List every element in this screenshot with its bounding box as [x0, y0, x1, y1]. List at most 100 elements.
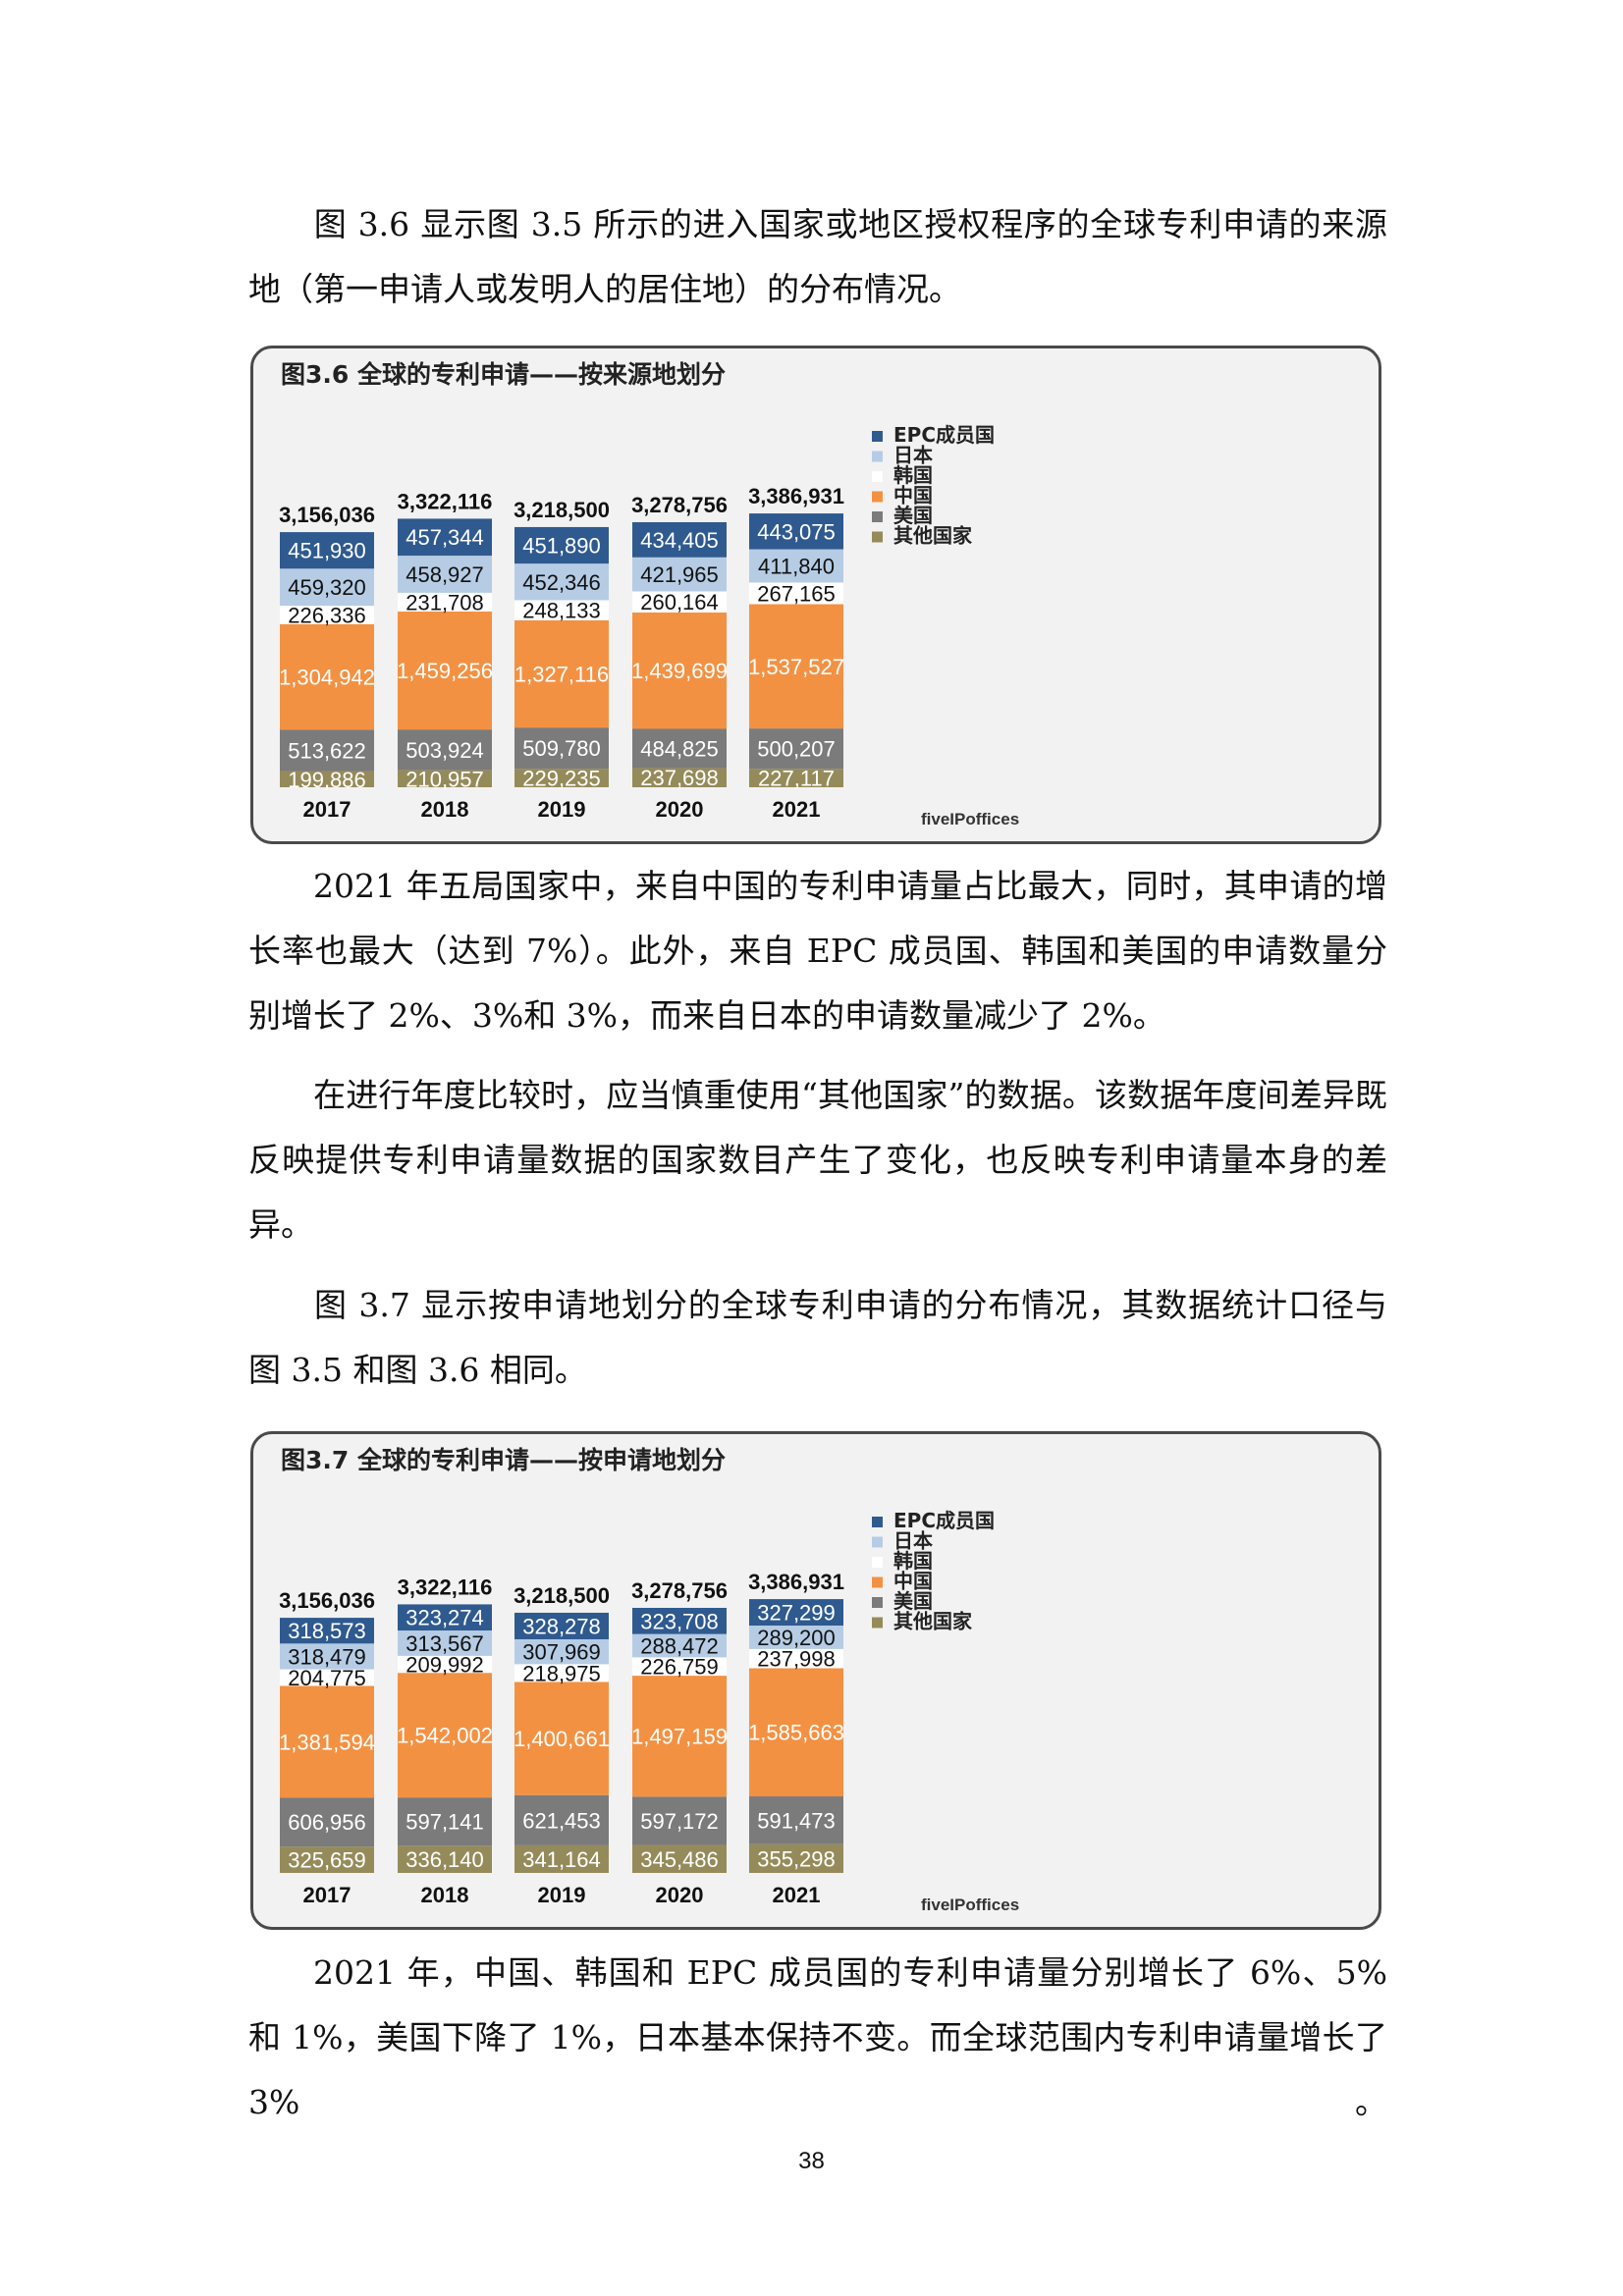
chart-fig-3-6: 图3.6 全球的专利申请——按来源地划分 199,886 513,622 1,304,…	[250, 346, 1381, 844]
bar-segment-us-2018	[398, 1797, 492, 1846]
data-label-japan-2020: 288,472	[640, 1634, 719, 1659]
data-label-us-2020: 597,172	[640, 1809, 719, 1834]
total-label-2017: 3,156,036	[279, 503, 375, 527]
bar-segment-china-2017	[280, 623, 374, 730]
x-tick-label-2019: 2019	[538, 797, 586, 822]
data-label-epc-2018: 323,274	[406, 1606, 484, 1630]
data-label-epc-2019: 328,278	[522, 1614, 601, 1638]
legend-label-china: 中国	[893, 1570, 933, 1593]
data-label-japan-2020: 421,965	[640, 562, 719, 587]
paragraph-intro-fig37: 图 3.7 显示按申请地划分的全球专利申请的分布情况，其数据统计口径与图 3.5…	[248, 1273, 1387, 1403]
data-label-japan-2021: 411,840	[758, 555, 835, 579]
data-label-other-2021: 227,117	[758, 767, 835, 791]
total-label-2018: 3,322,116	[398, 1575, 493, 1599]
page-number: 38	[798, 2148, 825, 2174]
bar-segment-us-2020	[632, 1796, 727, 1845]
chart-fig-3-7-svg: 图3.7 全球的专利申请——按申请地划分 325,659 606,956 1,381,…	[279, 1446, 1019, 1914]
legend-label-china: 中国	[893, 484, 933, 507]
bar-segment-korea-2017	[280, 1669, 374, 1686]
legend-label-japan: 日本	[893, 1529, 933, 1553]
data-label-epc-2017: 318,573	[288, 1619, 366, 1643]
bar-segment-us-2017	[280, 1797, 374, 1847]
legend-label-other: 其他国家	[893, 524, 973, 548]
bar-segment-other-2021	[749, 769, 843, 787]
x-tick-label-2018: 2018	[421, 1883, 469, 1907]
bar-segment-other-2020	[632, 768, 727, 787]
data-label-china-2017: 1,381,594	[279, 1730, 375, 1754]
data-label-japan-2021: 289,200	[757, 1626, 836, 1650]
bar-segment-other-2019	[514, 769, 609, 787]
data-label-us-2017: 513,622	[288, 738, 366, 763]
data-label-epc-2021: 327,299	[757, 1601, 836, 1626]
data-label-japan-2018: 313,567	[406, 1631, 484, 1656]
bar-segment-us-2021	[749, 728, 843, 770]
bar-segment-korea-2020	[632, 591, 727, 613]
data-label-china-2020: 1,497,159	[631, 1725, 728, 1749]
data-label-china-2019: 1,400,661	[514, 1727, 610, 1751]
x-tick-label-2018: 2018	[421, 797, 469, 822]
chart-fig-3-6-svg: 图3.6 全球的专利申请——按来源地划分 199,886 513,622 1,304,…	[279, 360, 1019, 828]
bar-segment-japan-2021	[749, 1626, 843, 1649]
bar-segment-china-2019	[514, 619, 609, 728]
bar-segment-epc-2019	[514, 1612, 609, 1639]
bar-segment-korea-2018	[398, 592, 492, 612]
bar-segment-us-2019	[514, 727, 609, 770]
legend-swatch-japan	[872, 1536, 883, 1548]
legend-label-korea: 韩国	[893, 1549, 933, 1573]
chart-title: 图3.7 全球的专利申请——按申请地划分	[281, 1446, 726, 1474]
bar-segment-china-2020	[632, 612, 727, 729]
bar-segment-epc-2021	[749, 1599, 843, 1627]
bar-segment-epc-2017	[280, 532, 374, 569]
legend-label-us: 美国	[893, 504, 933, 527]
data-label-us-2021: 500,207	[757, 737, 836, 762]
data-label-korea-2020: 226,759	[640, 1655, 719, 1680]
paragraph-text: 2021 年五局国家中，来自中国的专利申请量占比最大，同时，其申请的增长率也最大…	[248, 867, 1387, 1035]
data-label-epc-2021: 443,075	[757, 519, 836, 544]
data-label-us-2021: 591,473	[757, 1808, 836, 1833]
bar-segment-korea-2020	[632, 1657, 727, 1677]
bar-segment-korea-2021	[749, 582, 843, 605]
data-label-other-2019: 341,164	[522, 1847, 601, 1872]
bar-segment-china-2021	[749, 1668, 843, 1797]
paragraph-other-countries-note: 在进行年度比较时，应当慎重使用“其他国家”的数据。该数据年度间差异既反映提供专利…	[248, 1063, 1387, 1257]
bar-segment-china-2017	[280, 1685, 374, 1798]
bar-segment-us-2018	[398, 729, 492, 771]
data-label-japan-2017: 318,479	[288, 1644, 366, 1669]
legend-label-epc: EPC成员国	[893, 423, 995, 447]
x-tick-label-2017: 2017	[303, 1883, 352, 1907]
x-tick-label-2021: 2021	[773, 797, 821, 822]
data-label-other-2020: 237,698	[640, 766, 719, 790]
data-label-epc-2020: 323,708	[640, 1609, 719, 1633]
data-label-korea-2020: 260,164	[640, 590, 719, 614]
legend-swatch-epc	[872, 431, 883, 442]
total-label-2019: 3,218,500	[514, 498, 610, 522]
data-label-other-2018: 336,140	[406, 1847, 484, 1872]
bar-segment-korea-2019	[514, 1664, 609, 1682]
legend-label-korea: 韩国	[893, 463, 933, 487]
total-label-2020: 3,278,756	[631, 493, 728, 517]
legend-swatch-korea	[872, 471, 883, 482]
bar-segment-korea-2017	[280, 606, 374, 624]
data-label-other-2017: 325,659	[288, 1848, 366, 1873]
bar-segment-other-2017	[280, 1846, 374, 1873]
data-label-korea-2021: 267,165	[757, 581, 836, 606]
bar-segment-china-2020	[632, 1676, 727, 1797]
bar-segment-china-2021	[749, 604, 843, 729]
data-label-other-2018: 210,957	[406, 767, 484, 791]
data-label-china-2019: 1,327,116	[514, 662, 609, 686]
bar-segment-china-2018	[398, 611, 492, 730]
data-label-epc-2020: 434,405	[640, 528, 719, 553]
data-label-other-2017: 199,886	[288, 768, 366, 792]
legend-swatch-us	[872, 511, 883, 522]
data-label-other-2021: 355,298	[757, 1846, 836, 1871]
data-label-japan-2019: 452,346	[522, 570, 601, 595]
total-label-2021: 3,386,931	[748, 1570, 844, 1594]
x-tick-label-2021: 2021	[773, 1883, 821, 1907]
bar-segment-china-2018	[398, 1673, 492, 1798]
data-label-china-2021: 1,585,663	[748, 1721, 844, 1745]
bar-segment-other-2021	[749, 1843, 843, 1873]
legend-swatch-epc	[872, 1517, 883, 1527]
bar-segment-other-2018	[398, 1845, 492, 1873]
data-label-china-2020: 1,439,699	[631, 659, 728, 683]
legend-swatch-japan	[872, 451, 883, 462]
